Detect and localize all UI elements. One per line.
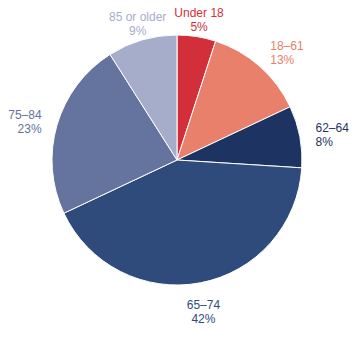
slices (52, 35, 302, 285)
slice-category: 85 or older (109, 10, 166, 24)
slice-value: 13% (270, 53, 294, 67)
slice-category: 75–84 (8, 108, 42, 122)
slice-category: 62–64 (316, 121, 350, 135)
slice-category: 65–74 (187, 298, 221, 312)
labels: Under 185% 18–6113% 62–648% 65–7442% 75–8423… (8, 6, 349, 326)
slice-value: 8% (316, 135, 334, 149)
slice-value: 42% (191, 312, 215, 326)
slice (110, 35, 177, 160)
slice-value: 5% (190, 20, 208, 34)
slice-category: Under 18 (174, 6, 224, 20)
slice-value: 9% (129, 24, 147, 38)
slice-category: 18–61 (270, 39, 304, 53)
slice (177, 107, 302, 168)
slice-value: 23% (18, 122, 42, 136)
chart: Under 185% 18–6113% 62–648% 65–7442% 75–8423… (0, 0, 358, 338)
